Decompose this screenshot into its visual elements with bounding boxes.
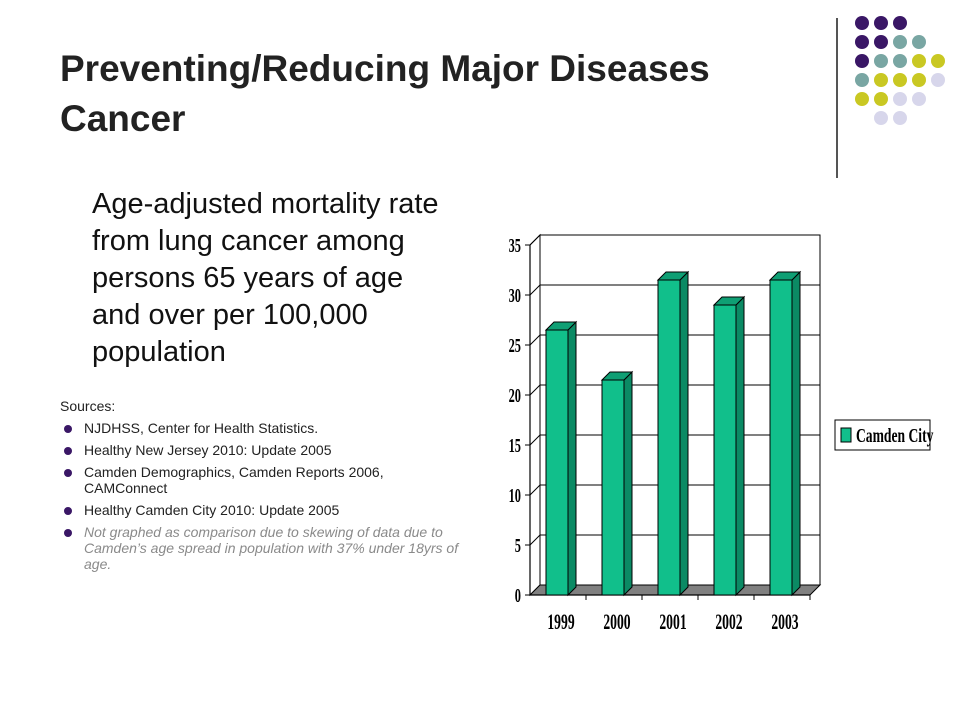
- gridline-side: [529, 234, 541, 246]
- legend-swatch: [840, 427, 852, 443]
- decor-dot: [912, 73, 926, 87]
- decorative-divider: [836, 18, 838, 178]
- source-item: Camden Demographics, Camden Reports 2006…: [60, 464, 460, 496]
- decor-dot: [893, 111, 907, 125]
- decor-dot: [893, 35, 907, 49]
- bar-side: [735, 295, 745, 597]
- x-category-label: 1999: [547, 610, 574, 634]
- bullet-icon: [64, 447, 72, 455]
- bar-front: [713, 304, 737, 596]
- decor-dot: [912, 35, 926, 49]
- bullet-icon: [64, 425, 72, 433]
- decor-dot: [874, 111, 888, 125]
- y-tick-label: 35: [509, 234, 521, 257]
- decor-dot: [855, 73, 869, 87]
- bar-front: [657, 279, 681, 596]
- x-category-label: 2003: [771, 610, 798, 634]
- decor-dot: [931, 73, 945, 87]
- bar-front: [769, 279, 793, 596]
- decor-dot: [855, 35, 869, 49]
- title-line-1: Preventing/Reducing Major Diseases: [60, 48, 710, 89]
- sources-heading: Sources:: [60, 398, 116, 414]
- y-tick-label: 5: [515, 534, 521, 557]
- bar-top: [544, 321, 578, 331]
- bar-top: [768, 271, 802, 281]
- decor-dot: [893, 92, 907, 106]
- source-note: Not graphed as comparison due to skewing…: [60, 524, 460, 572]
- gridline-side: [529, 284, 541, 296]
- source-item: Healthy Camden City 2010: Update 2005: [60, 502, 460, 518]
- decor-dot: [855, 54, 869, 68]
- bar-front: [601, 379, 625, 596]
- bar-top: [656, 271, 690, 281]
- gridline-side: [529, 484, 541, 496]
- decor-dot: [874, 73, 888, 87]
- bar-side: [679, 270, 689, 597]
- bar-front: [545, 329, 569, 596]
- mortality-bar-chart: 0 5 10 15 20 25 30 35 1999 2000 2001 2002 2003 Camden…: [509, 233, 934, 634]
- decor-dot: [912, 92, 926, 106]
- legend-label: Camden City: [856, 424, 934, 446]
- y-tick-label: 15: [509, 434, 521, 457]
- bar-top: [712, 296, 746, 306]
- title-line-2: Cancer: [60, 98, 186, 139]
- decor-dot: [874, 16, 888, 30]
- y-tick-label: 25: [509, 334, 521, 357]
- decor-dot: [893, 54, 907, 68]
- x-category-label: 2000: [603, 610, 630, 634]
- source-item: Healthy New Jersey 2010: Update 2005: [60, 442, 460, 458]
- y-tick-label: 30: [509, 284, 521, 307]
- bar-top: [600, 371, 634, 381]
- decor-dot: [893, 16, 907, 30]
- decor-dot: [855, 92, 869, 106]
- bullet-icon: [64, 507, 72, 515]
- chart-side-wall: [529, 233, 541, 597]
- y-tick-label: 10: [509, 484, 521, 507]
- gridline-side: [529, 334, 541, 346]
- decor-dot: [874, 35, 888, 49]
- bar-side: [567, 320, 577, 597]
- source-item: NJDHSS, Center for Health Statistics.: [60, 420, 460, 436]
- gridline-side: [529, 434, 541, 446]
- decor-dot: [912, 54, 926, 68]
- y-tick-label: 20: [509, 384, 521, 407]
- bullet-icon: [64, 529, 72, 537]
- y-tick-label: 0: [515, 584, 521, 607]
- slide-title: Preventing/Reducing Major Diseases Cance…: [60, 44, 820, 144]
- bar-side: [623, 370, 633, 597]
- decor-dot: [931, 54, 945, 68]
- bar-side: [791, 270, 801, 597]
- lead-text: Age-adjusted mortality rate from lung ca…: [92, 188, 439, 368]
- x-category-label: 2002: [715, 610, 742, 634]
- decor-dot: [874, 54, 888, 68]
- decor-dot: [893, 73, 907, 87]
- sources-list: NJDHSS, Center for Health Statistics. He…: [60, 420, 460, 578]
- x-category-label: 2001: [659, 610, 686, 634]
- gridline-side: [529, 534, 541, 546]
- bullet-icon: [64, 469, 72, 477]
- decor-dot: [855, 16, 869, 30]
- gridline-side: [529, 384, 541, 396]
- decor-dot: [874, 92, 888, 106]
